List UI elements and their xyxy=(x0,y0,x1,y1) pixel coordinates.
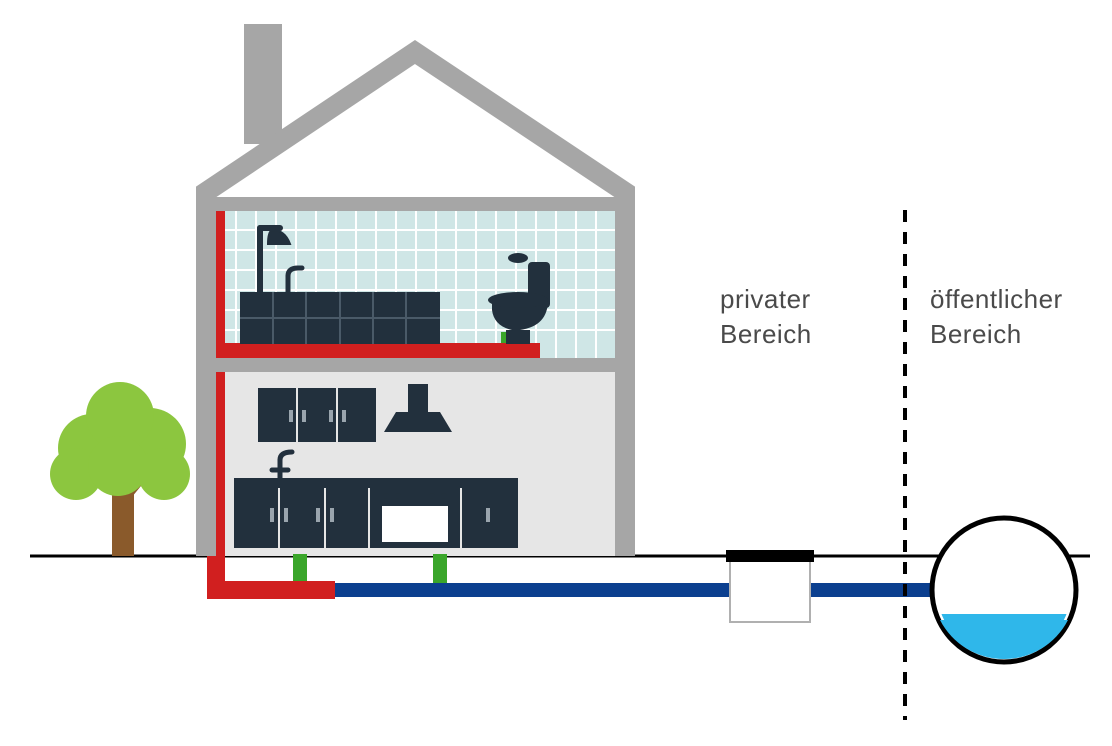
bathtub xyxy=(240,292,440,344)
inspection-chamber xyxy=(726,550,814,622)
stove-icon xyxy=(370,488,460,548)
upper-cabinets xyxy=(258,388,376,442)
diagram-stage: privater Bereich öffentlicher Bereich xyxy=(0,0,1112,746)
tree-icon xyxy=(50,382,190,556)
diagram-svg xyxy=(0,0,1112,746)
sewer-main xyxy=(932,518,1076,674)
